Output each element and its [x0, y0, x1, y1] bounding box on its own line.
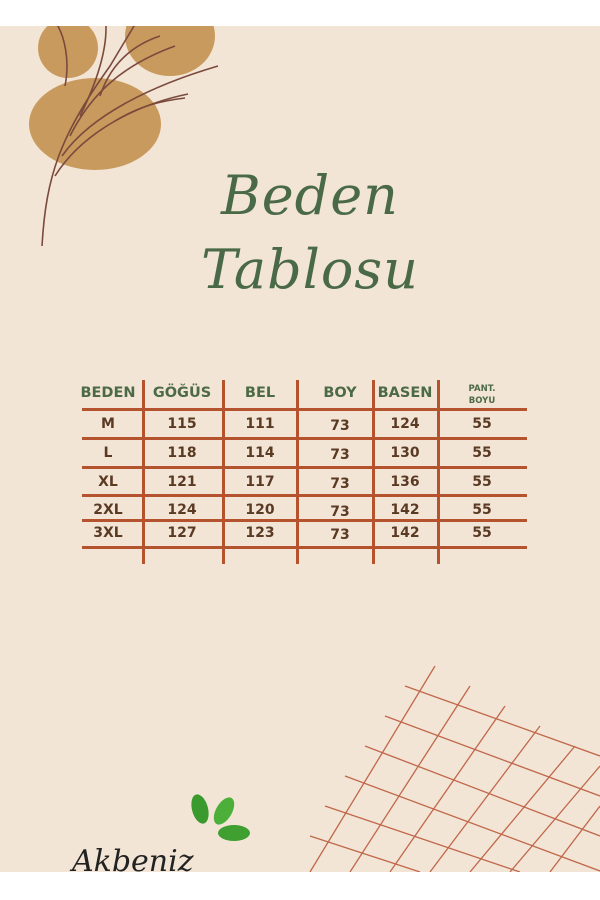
measurement-cell: 73 — [330, 418, 350, 434]
column-header-line: BOYU — [468, 396, 496, 406]
logo-leaves-icon — [191, 794, 250, 841]
measurement-cell: 73 — [330, 504, 350, 520]
table-vline — [222, 380, 225, 564]
column-header: BASEN — [377, 385, 433, 401]
measurement-cell: 127 — [167, 525, 197, 541]
measurement-cell: 130 — [390, 445, 420, 461]
measurement-cell: 123 — [245, 525, 275, 541]
column-header: BEDEN — [80, 385, 136, 401]
column-header: BEL — [244, 385, 276, 401]
branch-decoration — [29, 26, 219, 247]
table-vline — [372, 380, 375, 564]
column-header: PANT. BOYU — [469, 383, 496, 407]
measurement-cell: 118 — [167, 445, 197, 461]
column-header-line: PANT. — [468, 384, 496, 394]
table-hline — [82, 519, 527, 522]
measurement-cell: 136 — [390, 474, 420, 490]
measurement-cell: 124 — [390, 416, 420, 432]
size-chart-canvas: Beden Tablosu BEDEN GÖĞÜS BEL BOY BASEN PANT.… — [0, 26, 600, 872]
measurement-cell: 142 — [390, 502, 420, 518]
measurement-cell: 121 — [167, 474, 197, 490]
measurement-cell: 73 — [330, 447, 350, 463]
measurement-cell: 124 — [167, 502, 197, 518]
table-vline — [296, 380, 299, 564]
size-label: XL — [98, 474, 118, 490]
title-line-2: Tablosu — [201, 238, 419, 301]
size-label: M — [101, 416, 115, 432]
table-vline — [437, 380, 440, 564]
measurement-cell: 55 — [472, 525, 492, 541]
table-hline — [82, 466, 527, 469]
measurement-cell: 142 — [390, 525, 420, 541]
measurement-cell: 73 — [330, 476, 350, 492]
grid-decoration — [309, 665, 600, 872]
measurement-cell: 55 — [472, 416, 492, 432]
size-label: 2XL — [93, 502, 123, 518]
size-label: L — [103, 445, 113, 461]
measurement-cell: 114 — [245, 445, 275, 461]
measurement-cell: 117 — [245, 474, 275, 490]
measurement-cell: 55 — [472, 474, 492, 490]
measurement-cell: 111 — [245, 416, 275, 432]
title-line-1: Beden — [221, 164, 399, 227]
table-hline — [82, 437, 527, 440]
measurement-cell: 55 — [472, 445, 492, 461]
column-header: GÖĞÜS — [152, 385, 212, 401]
table-hline — [82, 408, 527, 411]
measurement-cell: 55 — [472, 502, 492, 518]
measurement-cell: 115 — [167, 416, 197, 432]
table-hline — [82, 546, 527, 549]
brand-logo: Akbeniz — [72, 844, 194, 872]
table-hline — [82, 494, 527, 497]
table-vline — [142, 380, 145, 564]
measurement-cell: 73 — [330, 527, 350, 543]
measurement-cell: 120 — [245, 502, 275, 518]
column-header: BOY — [323, 385, 357, 401]
size-label: 3XL — [93, 525, 123, 541]
